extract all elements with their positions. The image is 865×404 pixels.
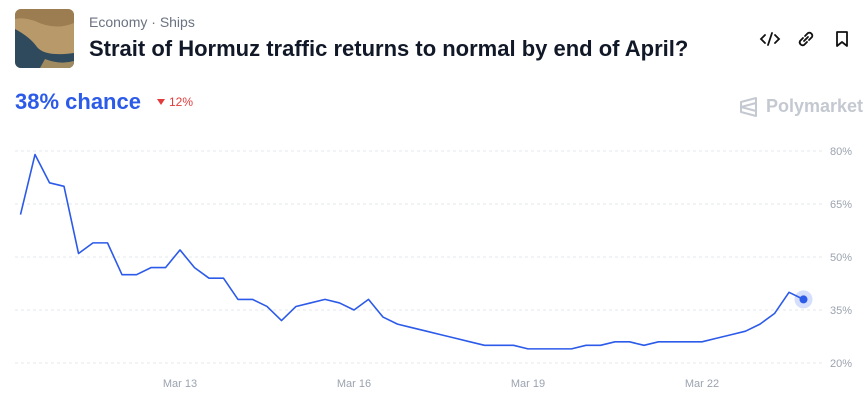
change: 12%: [169, 95, 194, 109]
subcategory[interactable]: Ships: [159, 14, 195, 30]
link-icon[interactable]: [795, 28, 817, 50]
series-line: [19, 153, 804, 350]
bookmark-icon[interactable]: [832, 28, 852, 50]
brand: Polymarket: [766, 96, 864, 116]
chance: 38% chance: [15, 89, 141, 114]
brand-logo: [740, 97, 757, 117]
breadcrumb: Economy · Ships: [89, 14, 195, 30]
x-tick-label: Mar 19: [511, 378, 545, 390]
x-tick-label: Mar 16: [337, 378, 371, 390]
down-arrow: [157, 99, 165, 105]
y-tick-label: 50%: [830, 252, 852, 264]
y-tick-label: 35%: [830, 305, 852, 317]
y-tick-label: 65%: [830, 199, 852, 211]
y-tick-label: 80%: [830, 146, 852, 158]
x-tick-label: Mar 22: [685, 378, 719, 390]
y-tick-label: 20%: [830, 358, 852, 370]
x-tick-label: Mar 13: [163, 378, 197, 390]
market-thumbnail: [15, 9, 74, 68]
category[interactable]: Economy: [89, 14, 148, 30]
market-title: Strait of Hormuz traffic returns to norm…: [89, 36, 689, 61]
current-point: [799, 295, 808, 304]
embed-icon[interactable]: [758, 28, 782, 50]
